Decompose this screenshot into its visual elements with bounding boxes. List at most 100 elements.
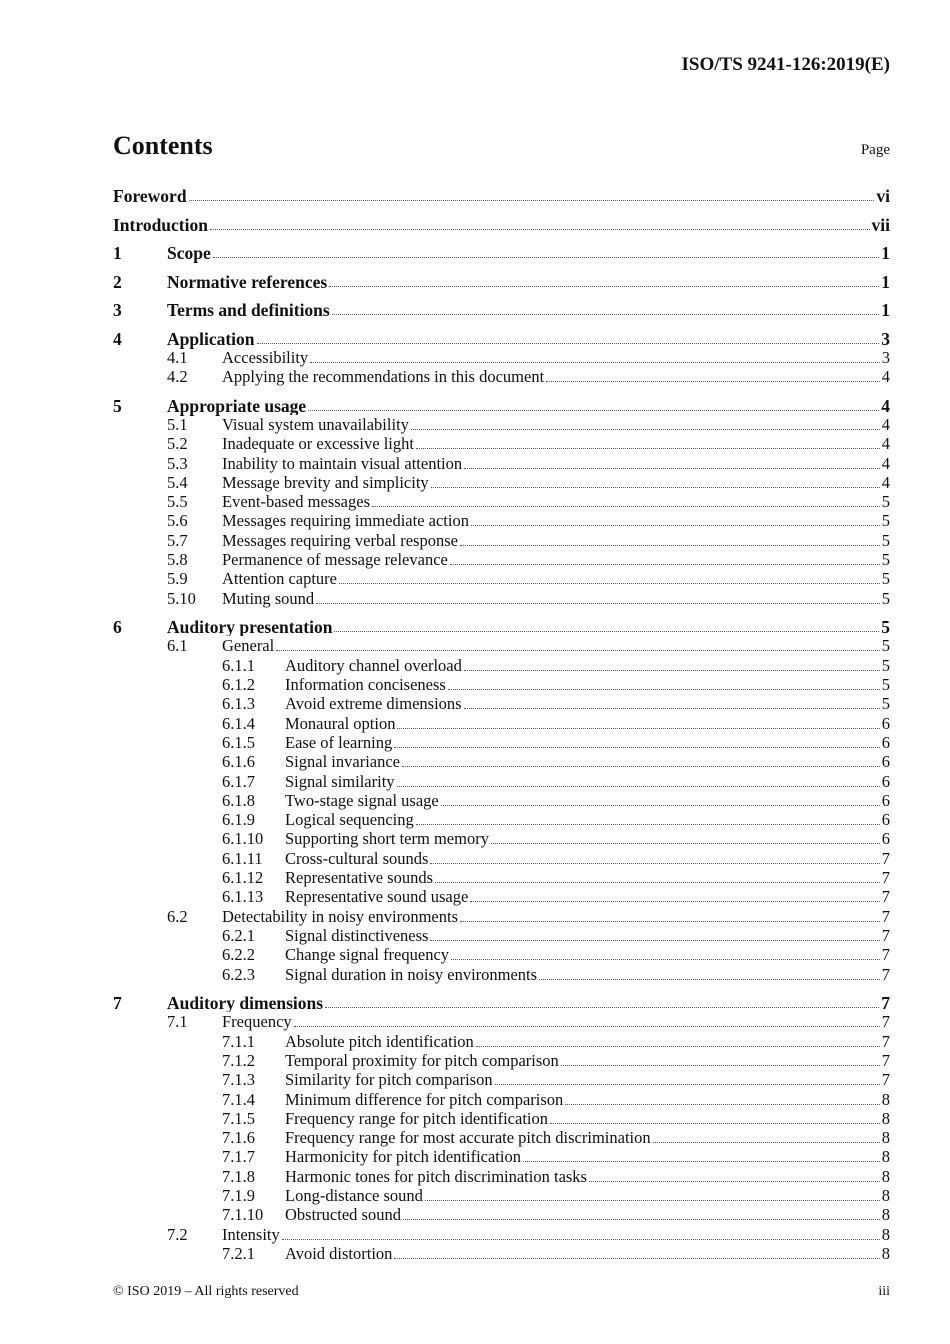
toc-entry-number: 1: [113, 243, 122, 263]
toc-entry-page: 5: [881, 569, 890, 589]
toc-entry[interactable]: 7.1.5 Frequency range for pitch identific…: [113, 1108, 890, 1129]
toc-entry-number: 7.1.9: [222, 1186, 255, 1205]
toc-entry[interactable]: 7.1.10 Obstructed sound 8: [113, 1205, 890, 1226]
toc-entry-page: 7: [881, 925, 890, 945]
toc-entry[interactable]: 6.1.6 Signal invariance 6: [113, 752, 890, 773]
toc-entry[interactable]: 6.1.11 Cross-cultural sounds 7: [113, 848, 890, 869]
toc-entry[interactable]: 5.6 Messages requiring immediate action 5: [113, 511, 890, 532]
toc-entry-page: 7: [881, 993, 890, 1013]
toc-entry[interactable]: 6.1.5 Ease of learning 6: [113, 732, 890, 753]
toc-entry-page: 3: [881, 328, 890, 349]
toc-entry[interactable]: 6.1.3 Avoid extreme dimensions 5: [113, 694, 890, 715]
toc-entry-page: 5: [881, 588, 890, 608]
toc-entry[interactable]: 4.2 Applying the recommendations in this …: [113, 367, 890, 388]
toc-entry[interactable]: 7 Auditory dimensions 7: [113, 993, 890, 1013]
toc-entry[interactable]: 7.1.1 Absolute pitch identification 7: [113, 1031, 890, 1052]
toc-entry-number: 6.1.3: [222, 694, 255, 714]
toc-entry[interactable]: 6.1.2 Information conciseness 5: [113, 675, 890, 695]
toc-entry-page: 1: [881, 271, 890, 292]
toc-entry[interactable]: 7.1.2 Temporal proximity for pitch compar…: [113, 1050, 890, 1071]
toc-entry[interactable]: 7.1.3 Similarity for pitch comparison 7: [113, 1070, 890, 1091]
toc-entry[interactable]: 3 Terms and definitions 1: [113, 300, 890, 320]
dot-leader: [415, 823, 880, 826]
toc-entry[interactable]: 6.1.1 Auditory channel overload 5: [113, 655, 890, 676]
toc-entry-page: vi: [876, 186, 890, 206]
toc-entry-number: 7.1.5: [222, 1108, 255, 1128]
dot-leader: [560, 1064, 880, 1066]
toc-entry-page: 5: [881, 530, 890, 550]
toc-entry-title: Intensity: [222, 1224, 280, 1245]
toc-entry-title: Logical sequencing: [285, 810, 414, 831]
toc-entry[interactable]: 5.8 Permanence of message relevance 5: [113, 550, 890, 570]
toc-entry[interactable]: 6.1 General 5: [113, 636, 890, 657]
toc-entry[interactable]: 5.5 Event-based messages 5: [113, 492, 890, 513]
toc-entry[interactable]: 6.1.10 Supporting short term memory 6: [113, 829, 890, 850]
toc-entry[interactable]: 5.1 Visual system unavailability 4: [113, 414, 890, 435]
toc-entry[interactable]: 5.3 Inability to maintain visual attentio…: [113, 453, 890, 474]
toc-entry[interactable]: 7.1.6 Frequency range for most accurate p…: [113, 1128, 890, 1149]
toc-entry[interactable]: 7.1.7 Harmonicity for pitch identificatio…: [113, 1147, 890, 1168]
toc-entry[interactable]: 5.10 Muting sound 5: [113, 588, 890, 609]
toc-entry-title: Ease of learning: [285, 732, 393, 753]
dot-leader: [447, 688, 880, 690]
toc-entry[interactable]: 5.4 Message brevity and simplicity 4: [113, 472, 890, 493]
toc-entry-page: 5: [881, 492, 890, 512]
toc-entry-number: 5: [113, 395, 122, 416]
toc-entry[interactable]: 7.1 Frequency 7: [113, 1012, 890, 1033]
toc-entry[interactable]: 5.7 Messages requiring verbal response 5: [113, 530, 890, 551]
toc-entry-title: Introduction: [113, 214, 208, 235]
toc-entry[interactable]: 6.1.7 Signal similarity 6: [113, 771, 890, 792]
toc-entry[interactable]: 2 Normative references 1: [113, 271, 890, 292]
toc-entry-number: 2: [113, 271, 122, 292]
dot-leader: [459, 544, 880, 546]
toc-entry[interactable]: 7.2.1 Avoid distortion 8: [113, 1243, 890, 1264]
page-title: Contents: [113, 131, 213, 160]
toc-entry-title: Two-stage signal usage: [285, 790, 439, 811]
dot-leader: [276, 649, 880, 652]
toc-entry-title: Representative sound usage: [285, 887, 469, 908]
toc-entry-page: 7: [881, 1070, 890, 1090]
toc-entry-page: 5: [881, 617, 890, 638]
toc-entry[interactable]: 7.1.4 Minimum difference for pitch compar…: [113, 1089, 890, 1110]
toc-entry[interactable]: 4 Application 3: [113, 328, 890, 349]
toc-entry-title: Avoid distortion: [285, 1243, 393, 1264]
toc-entry-number: 5.8: [167, 550, 188, 569]
toc-entry[interactable]: 7.1.9 Long-distance sound 8: [113, 1186, 890, 1206]
toc-entry[interactable]: 4.1 Accessibility 3: [113, 347, 890, 368]
toc-entry[interactable]: 6.1.9 Logical sequencing 6: [113, 810, 890, 831]
toc-entry[interactable]: 5.2 Inadequate or excessive light 4: [113, 434, 890, 455]
toc-entry-title: Change signal frequency: [285, 945, 450, 966]
toc-entry[interactable]: 6.2.2 Change signal frequency 7: [113, 945, 890, 966]
toc-entry[interactable]: 6.2.3 Signal duration in noisy environmen…: [113, 964, 890, 985]
toc-entry[interactable]: 6.2.1 Signal distinctiveness 7: [113, 925, 890, 946]
toc-entry[interactable]: Introduction vii: [113, 214, 890, 235]
toc-entry-title: Auditory dimensions: [167, 993, 324, 1013]
dot-leader: [325, 1006, 880, 1008]
toc-entry[interactable]: 6.1.12 Representative sounds 7: [113, 868, 890, 888]
toc-entry-title: Auditory channel overload: [285, 655, 462, 676]
toc-entry-title: Messages requiring immediate action: [222, 511, 469, 532]
toc-entry[interactable]: 7.1.8 Harmonic tones for pitch discrimina…: [113, 1166, 890, 1187]
toc-entry[interactable]: 5 Appropriate usage 4: [113, 395, 890, 416]
dot-leader: [430, 862, 880, 864]
toc-entry-title: Detectability in noisy environments: [222, 906, 458, 927]
dot-leader: [546, 380, 880, 383]
toc-entry-title: Monaural option: [285, 713, 396, 734]
toc-entry[interactable]: 5.9 Attention capture 5: [113, 569, 890, 590]
toc-entry[interactable]: 7.2 Intensity 8: [113, 1224, 890, 1245]
toc-entry-title: Scope: [167, 243, 211, 263]
dot-leader: [435, 881, 880, 883]
toc-entry[interactable]: 6.1.8 Two-stage signal usage 6: [113, 790, 890, 811]
dot-leader: [212, 256, 880, 258]
toc-entry[interactable]: 6.2 Detectability in noisy environments 7: [113, 906, 890, 927]
toc-entry[interactable]: 6 Auditory presentation 5: [113, 617, 890, 638]
toc-entry-title: Information conciseness: [285, 675, 446, 695]
toc-entry[interactable]: 6.1.4 Monaural option 6: [113, 713, 890, 734]
toc-entry[interactable]: Foreword vi: [113, 186, 890, 206]
dot-leader: [339, 582, 880, 585]
dot-leader: [522, 1160, 880, 1163]
toc-entry-title: Inability to maintain visual attention: [222, 453, 463, 474]
toc-entry-page: 8: [881, 1243, 890, 1263]
toc-entry[interactable]: 1 Scope 1: [113, 243, 890, 263]
toc-entry[interactable]: 6.1.13 Representative sound usage 7: [113, 887, 890, 908]
